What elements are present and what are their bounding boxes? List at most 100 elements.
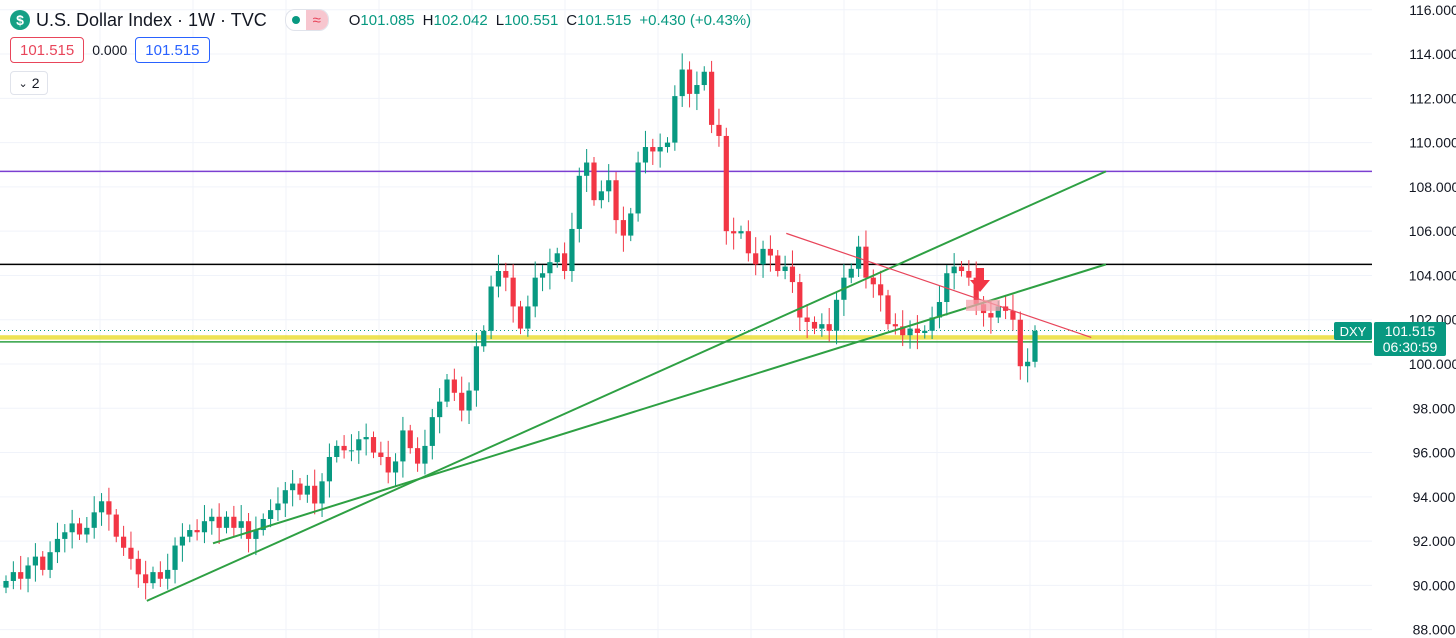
candle-body [767, 248, 773, 256]
candle [32, 543, 38, 582]
candle [304, 474, 310, 503]
indicators-collapse-button[interactable]: ⌄ 2 [10, 71, 48, 95]
candle [591, 156, 597, 206]
candle-body [1032, 330, 1038, 362]
candle [47, 541, 53, 579]
candle [679, 53, 685, 107]
ohlc-close: C101.515 [566, 11, 632, 29]
candle [914, 315, 920, 350]
candle [694, 71, 700, 111]
candle [415, 437, 421, 472]
candle-body [76, 523, 83, 535]
candle-body [833, 299, 840, 331]
candle [819, 313, 825, 337]
candle-body [451, 379, 457, 393]
candle [113, 509, 119, 543]
candle [223, 511, 230, 534]
candle [231, 505, 237, 537]
candle [642, 130, 649, 174]
buy-button[interactable]: 101.515 [135, 37, 210, 63]
sell-button[interactable]: 101.515 [10, 37, 85, 63]
candle-body [731, 231, 737, 234]
candle [400, 416, 406, 478]
candle-body [231, 516, 237, 528]
candle [334, 440, 340, 463]
candle [348, 434, 355, 462]
candle [885, 289, 891, 330]
overlay-drawings [146, 170, 1107, 602]
candle [1010, 294, 1016, 331]
candle [135, 550, 141, 588]
candle [738, 225, 744, 239]
candle-body [385, 456, 391, 473]
candle-body [400, 430, 406, 462]
candle-body [848, 268, 854, 278]
y-tick-label: 100.000 [1409, 356, 1456, 372]
candle [606, 164, 612, 203]
candle [481, 325, 487, 352]
candle-body [69, 523, 75, 533]
candle-body [459, 392, 465, 411]
candle-body [922, 330, 928, 334]
candle [723, 127, 729, 245]
candle-body [532, 277, 538, 307]
last-price-label: 101.515 [1384, 323, 1436, 339]
candle [870, 269, 876, 298]
candle-body [437, 401, 443, 418]
price-axis[interactable]: 88.000 90.000 92.000 94.000 96.000 98.000 100.… [1409, 2, 1456, 638]
y-tick-label: 96.000 [1413, 445, 1456, 461]
symbol-price-tag: DXY [1334, 322, 1372, 340]
y-tick-label: 94.000 [1413, 489, 1456, 505]
market-status-pill[interactable]: ≈ [284, 9, 329, 31]
candle [429, 408, 435, 460]
candle [532, 261, 538, 318]
chart-title[interactable]: U.S. Dollar Index · 1W · TVC [36, 9, 267, 30]
ohlc-high: H102.042 [422, 11, 488, 29]
candle [444, 373, 450, 408]
candle-body [635, 162, 641, 214]
candle [216, 503, 222, 544]
candle-body [576, 175, 582, 229]
candle-body [900, 326, 906, 336]
candle [392, 453, 399, 486]
y-tick-label: 98.000 [1413, 400, 1456, 416]
candle [650, 138, 656, 165]
candle [635, 151, 641, 222]
candle-body [951, 266, 957, 274]
candle [686, 61, 693, 108]
candle [488, 275, 494, 339]
candle [157, 561, 163, 587]
candle-body [238, 521, 244, 528]
candle-body [775, 255, 781, 272]
candle-body [341, 445, 347, 451]
candle [782, 255, 788, 280]
candle-body [892, 324, 898, 327]
candle [275, 487, 281, 521]
trendline [786, 232, 1092, 338]
candle-body [936, 302, 943, 318]
arrow-down-icon [970, 268, 990, 292]
candle [370, 431, 377, 459]
candle [1032, 325, 1038, 368]
candle [1025, 348, 1031, 383]
candle [936, 285, 943, 329]
y-tick-label: 88.000 [1413, 622, 1456, 638]
last-price-tag: 101.515 06:30:59 [1374, 322, 1446, 356]
highlight-box [966, 299, 1000, 311]
candle-body [973, 277, 979, 305]
candle [341, 435, 347, 459]
candle-body [187, 530, 193, 537]
y-tick-label: 90.000 [1413, 577, 1456, 593]
candle-body [128, 547, 134, 559]
candle [1017, 311, 1023, 380]
candle-body [407, 430, 413, 449]
candle-body [378, 452, 384, 457]
candle-body [370, 437, 377, 453]
candle-body [525, 306, 531, 329]
candle-body [988, 313, 994, 318]
candle-body [194, 530, 200, 533]
candle [268, 499, 274, 528]
candle [407, 424, 413, 454]
data-delay-icon: ≈ [305, 10, 328, 30]
